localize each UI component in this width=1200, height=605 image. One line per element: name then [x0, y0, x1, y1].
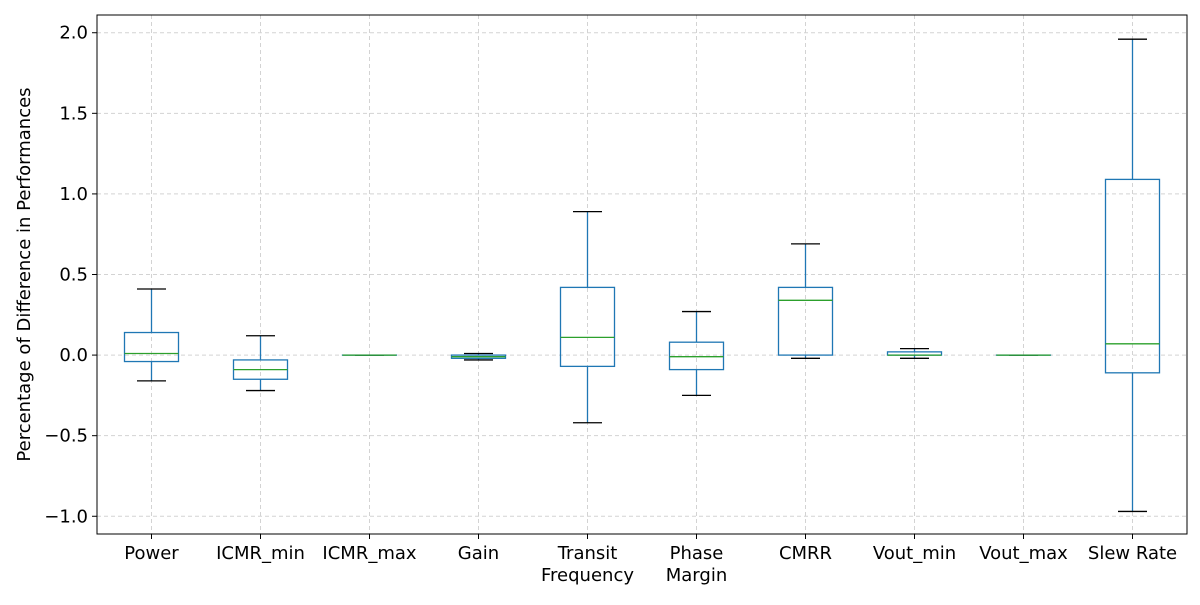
y-tick-label: 2.0 [59, 23, 88, 44]
x-tick-label: Power [124, 543, 179, 564]
box-plot-group [452, 353, 506, 359]
y-tick-label: −0.5 [44, 426, 88, 447]
box-plot-group [779, 244, 833, 358]
y-tick-label: 0.5 [59, 265, 88, 286]
y-axis-label: Percentage of Difference in Performances [14, 87, 35, 461]
y-tick-label: 0.0 [59, 345, 88, 366]
x-tick-label: ICMR_min [216, 543, 305, 564]
y-tick-label: 1.0 [59, 184, 88, 205]
box-plot-group [234, 336, 288, 391]
box-layer [125, 39, 1160, 511]
x-tick-label: Slew Rate [1088, 543, 1177, 564]
x-tick-label: Gain [458, 543, 499, 564]
y-tick-label: 1.5 [59, 103, 88, 124]
x-tick-label: Vout_min [873, 543, 956, 564]
grid-layer [97, 15, 1187, 534]
x-tick-label: Vout_max [979, 543, 1068, 564]
y-tick-label: −1.0 [44, 506, 88, 527]
tick-layer: −1.0 −0.5 0.0 0.5 1.0 1.5 2.0 Power ICMR_min ICMR… [44, 23, 1177, 586]
x-tick-label: ICMR_max [322, 543, 416, 564]
x-tick-label: CMRR [779, 543, 832, 564]
box-plot-group [125, 289, 179, 381]
